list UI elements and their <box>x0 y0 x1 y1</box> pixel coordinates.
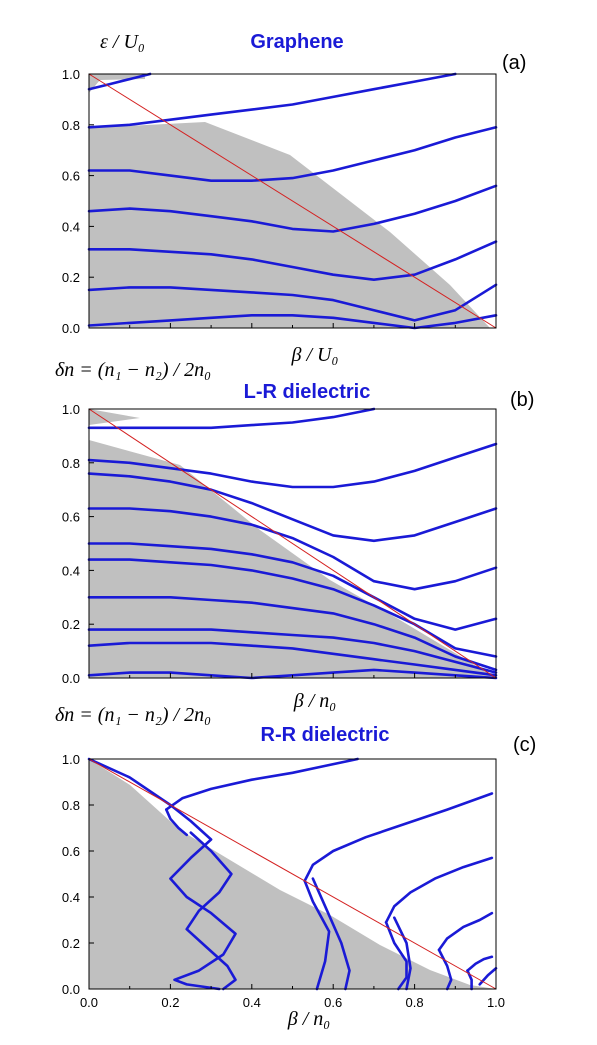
panel-b-series-5 <box>87 558 498 658</box>
panel-b-ytick-label-2: 0.4 <box>62 563 80 578</box>
panel-c-ticks: 0.0 0.2 0.4 0.6 0.8 1.0 0.0 0.2 0.4 0.6 0.8 1.0 <box>62 752 505 1010</box>
panel-b-ytick-label-3: 0.6 <box>62 510 80 525</box>
panel-a-series-2 <box>87 184 498 233</box>
panel-c-xtick-label-1: 0.2 <box>161 995 179 1010</box>
panel-c-xtick-label-5: 1.0 <box>487 995 505 1010</box>
panel-b-series-0 <box>87 407 376 430</box>
panel-b-series-8 <box>87 641 498 677</box>
panel-c-series-2 <box>165 757 359 811</box>
panel-c-x-axis-label: β / n₀ <box>287 1008 331 1030</box>
panel-c-series-5 <box>303 879 331 991</box>
panel-a-series-4 <box>87 283 498 322</box>
panel-c-title: R-R dielectric <box>261 724 390 746</box>
panel-b-title: L-R dielectric <box>244 381 371 403</box>
panel-c-series-14 <box>478 967 498 986</box>
panel-b-series-6 <box>87 596 498 672</box>
panel-b-curves <box>87 407 498 680</box>
panel-a-title: Graphene <box>250 31 343 53</box>
panel-b-y-axis-label: δn = (n₁ − n₂) / 2n₀ <box>55 359 211 381</box>
panel-c-series-11 <box>437 948 453 991</box>
panel-c-diagonal <box>88 758 497 990</box>
panel-c-curves <box>87 757 498 991</box>
panel-c-series-10 <box>437 911 494 952</box>
panel-a-series-6 <box>87 72 152 91</box>
panel-b-ytick-label-4: 0.8 <box>62 456 80 471</box>
panel-b-ticks: 0.0 0.2 0.4 0.6 0.8 1.0 <box>62 402 497 686</box>
panel-a-ytick-label-4: 0.8 <box>62 118 80 133</box>
panel-c-ytick-label-3: 0.6 <box>62 844 80 859</box>
panel-b-series-3 <box>87 507 498 591</box>
panel-a-x-axis-label: β / U₀ <box>291 344 339 366</box>
panel-a-ytick-label-0: 0.0 <box>62 321 80 336</box>
panel-b-x-axis-label: β / n₀ <box>293 690 337 712</box>
panel-a-diagonal <box>88 73 497 329</box>
panel-a: 0.0 0.2 0.4 0.6 0.8 1.0 Graphene (a) ε / U₀ β… <box>62 31 527 366</box>
panel-c-ytick-label-2: 0.4 <box>62 890 80 905</box>
panel-a-ytick-label-1: 0.2 <box>62 270 80 285</box>
panel-a-curves <box>87 72 498 330</box>
panel-b: 0.0 0.2 0.4 0.6 0.8 1.0 L-R dielectric (b) δn… <box>55 359 534 712</box>
panel-b-series-7 <box>87 628 498 674</box>
panel-c-xtick-label-3: 0.6 <box>324 995 342 1010</box>
panel-a-y-axis-label: ε / U₀ <box>100 31 145 53</box>
panel-a-ticks: 0.0 0.2 0.4 0.6 0.8 1.0 <box>62 67 497 336</box>
panel-c-xtick-label-2: 0.4 <box>243 995 261 1010</box>
panel-a-series-5 <box>87 314 498 330</box>
panel-a-ytick-label-2: 0.4 <box>62 219 80 234</box>
panel-b-series-1 <box>87 442 498 489</box>
panel-a-ytick-label-5: 1.0 <box>62 67 80 82</box>
panel-c-series-1 <box>185 831 237 991</box>
panel-c-series-12 <box>466 955 494 972</box>
panel-c-ytick-label-5: 1.0 <box>62 752 80 767</box>
panel-a-series-0 <box>87 72 457 129</box>
panel-b-ytick-label-1: 0.2 <box>62 617 80 632</box>
panel-c-series-0 <box>87 757 237 991</box>
panel-b-letter: (b) <box>510 389 534 411</box>
panel-b-series-2 <box>87 472 498 543</box>
panel-c-ytick-label-0: 0.0 <box>62 982 80 997</box>
panel-b-diagonal <box>88 408 497 679</box>
panel-c-series-8 <box>384 921 408 991</box>
panel-c-series-9 <box>393 916 412 991</box>
panel-c-letter: (c) <box>513 734 536 756</box>
panel-b-ytick-label-0: 0.0 <box>62 671 80 686</box>
panel-a-series-1 <box>87 126 498 182</box>
panel-c-series-6 <box>311 877 351 991</box>
panel-b-ytick-label-5: 1.0 <box>62 402 80 417</box>
panel-c: 0.0 0.2 0.4 0.6 0.8 1.0 0.0 0.2 0.4 0.6 0.8 1.0 R-R… <box>55 704 536 1030</box>
panel-a-ytick-label-3: 0.6 <box>62 169 80 184</box>
panel-a-letter: (a) <box>502 52 526 74</box>
panel-c-y-axis-label: δn = (n₁ − n₂) / 2n₀ <box>55 704 211 726</box>
panel-c-series-3 <box>165 808 188 837</box>
panel-c-ytick-label-4: 0.8 <box>62 798 80 813</box>
panel-c-xtick-label-0: 0.0 <box>80 995 98 1010</box>
panel-a-series-3 <box>87 240 498 281</box>
panel-c-series-7 <box>384 856 494 924</box>
panel-b-series-4 <box>87 542 498 631</box>
panel-c-xtick-label-4: 0.8 <box>406 995 424 1010</box>
panel-c-ytick-label-1: 0.2 <box>62 936 80 951</box>
panel-a-shaded-region <box>89 74 490 328</box>
panel-c-series-4 <box>303 792 494 883</box>
